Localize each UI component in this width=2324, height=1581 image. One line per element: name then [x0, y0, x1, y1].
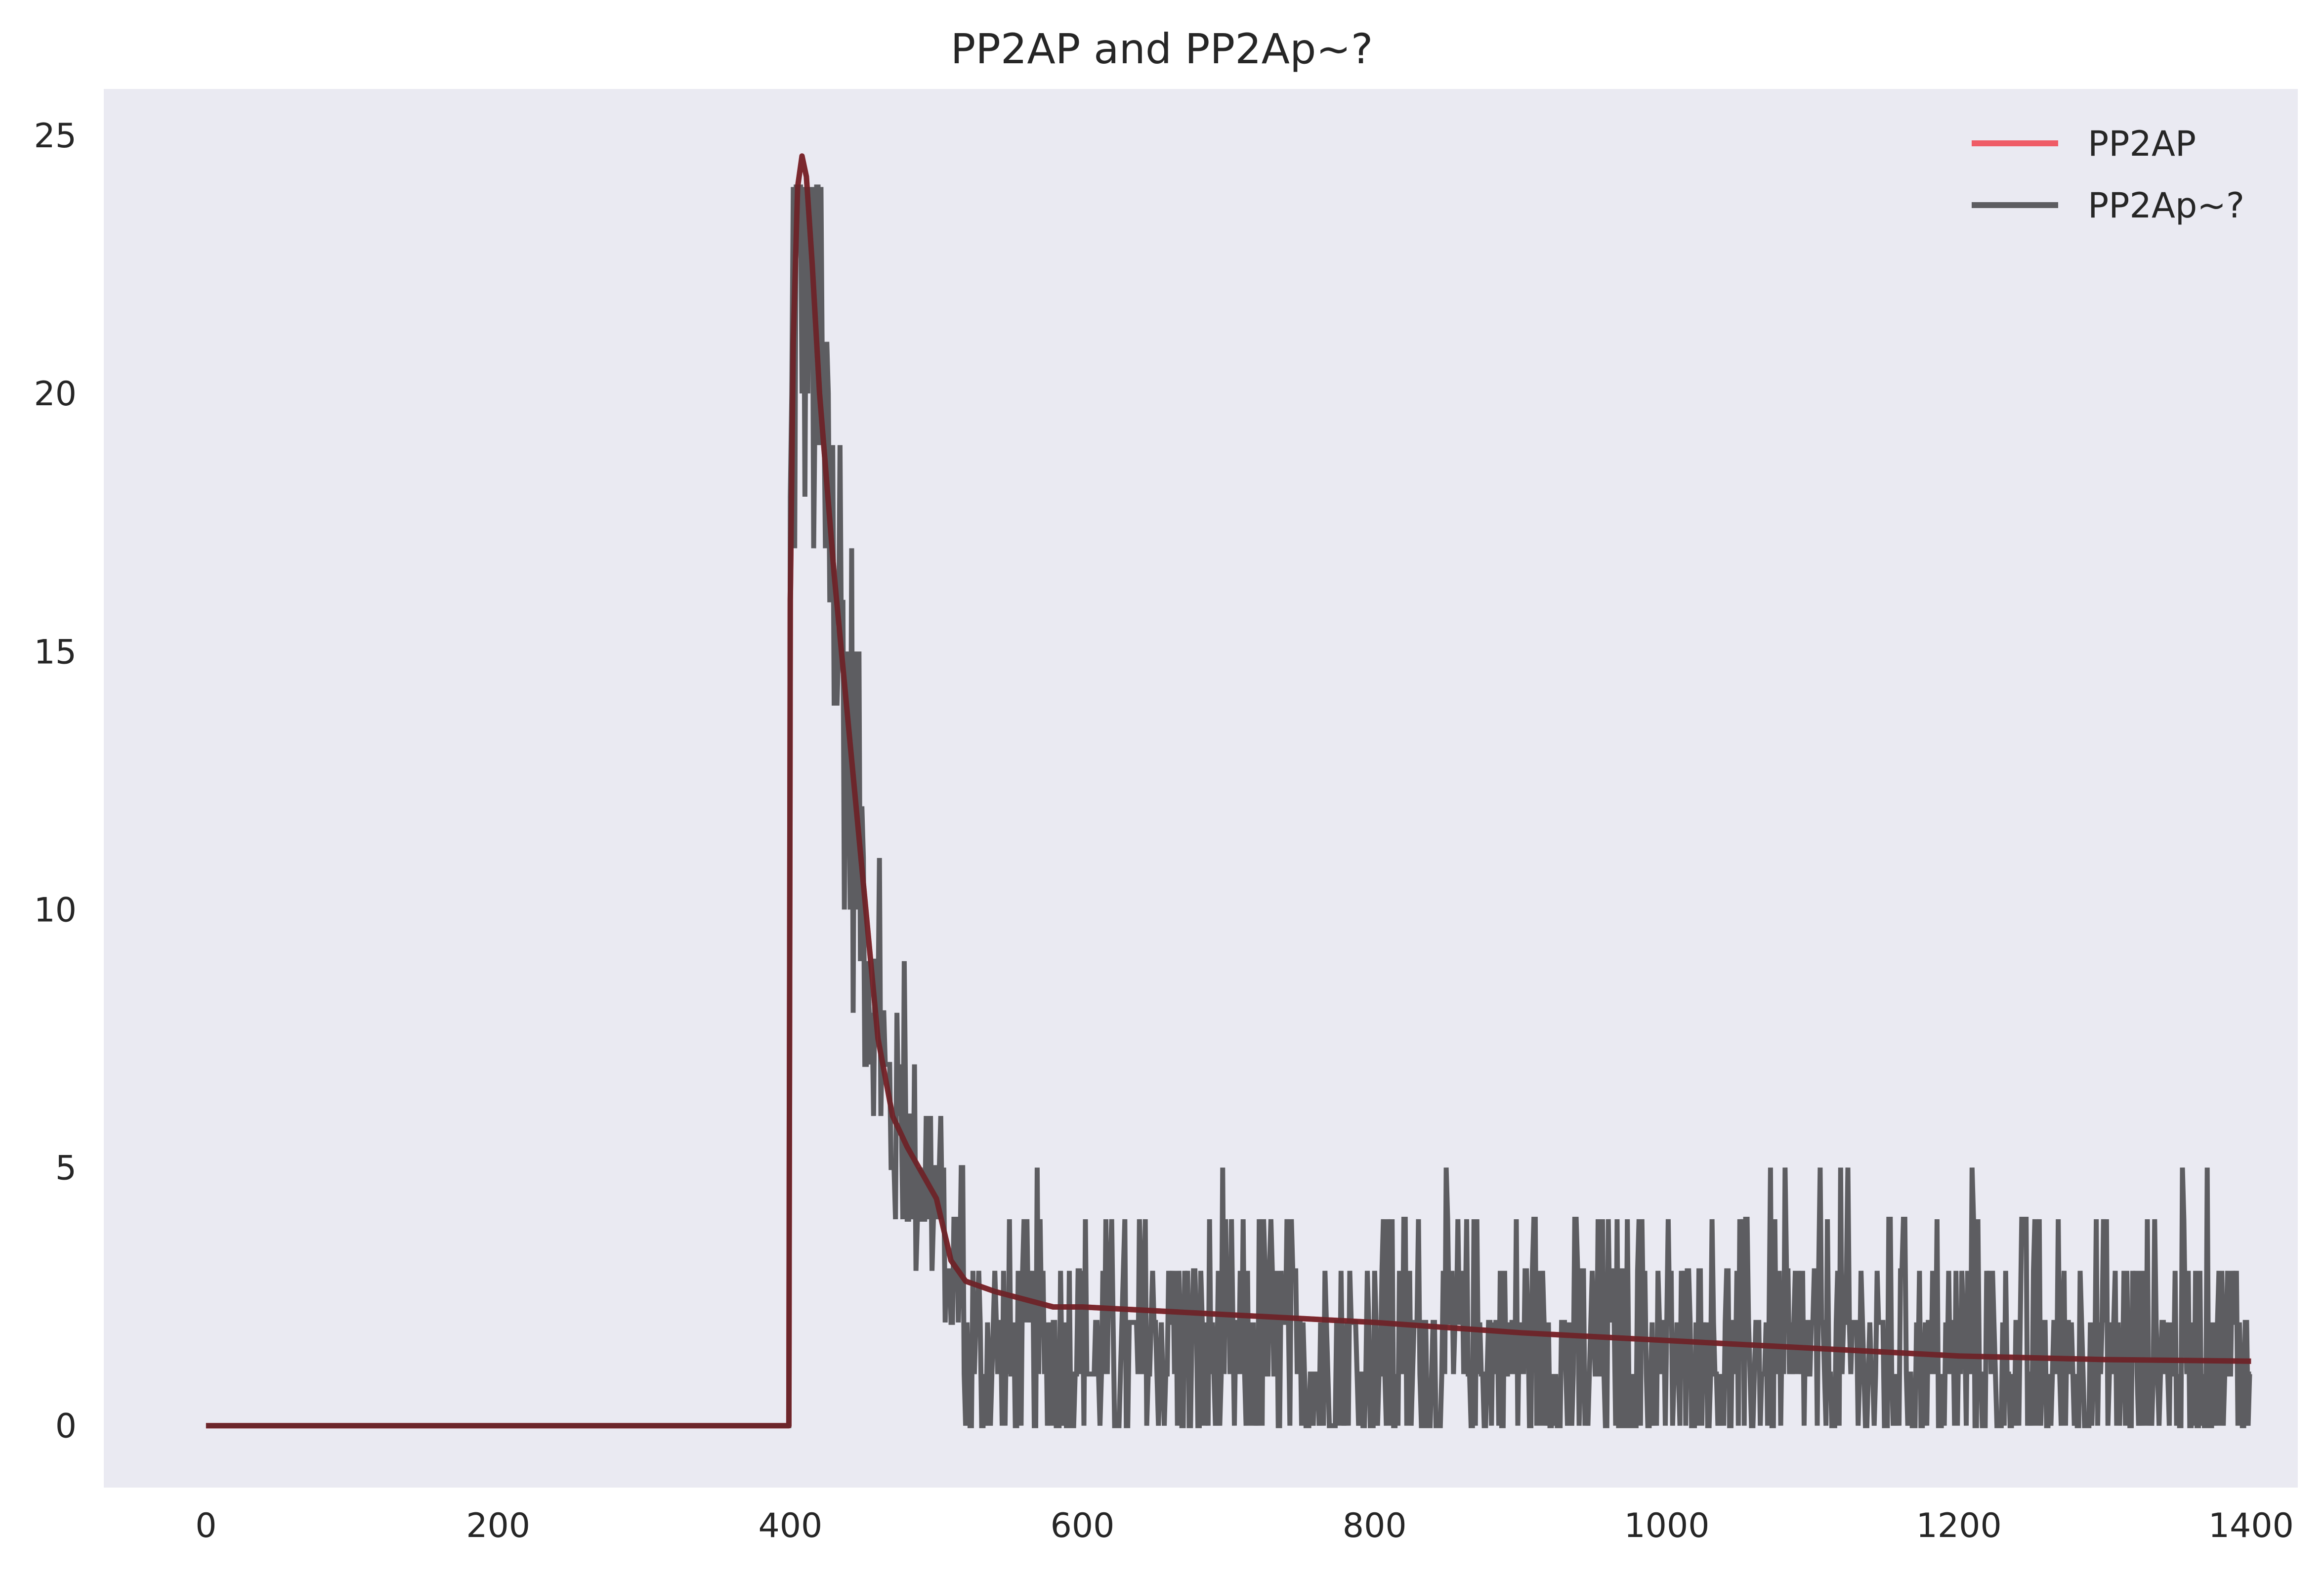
- legend-label: PP2Ap~?: [2088, 185, 2244, 226]
- legend: PP2AP PP2Ap~?: [1972, 124, 2244, 226]
- y-tick-label: 20: [34, 375, 77, 414]
- series-pp2ap-tilde-line: [206, 184, 2252, 1428]
- y-tick-label: 0: [55, 1407, 77, 1446]
- y-tick-label: 15: [34, 633, 77, 672]
- x-tick-label: 800: [1343, 1506, 1407, 1545]
- y-axis-ticks: 0 5 10 15 20 25: [34, 117, 77, 1446]
- y-tick-label: 5: [55, 1149, 77, 1188]
- x-tick-label: 1400: [2208, 1506, 2294, 1545]
- x-tick-label: 400: [758, 1506, 822, 1545]
- y-tick-label: 10: [34, 891, 77, 930]
- series-layer: [206, 153, 2252, 1429]
- x-tick-label: 1200: [1916, 1506, 2002, 1545]
- x-tick-label: 0: [195, 1506, 216, 1545]
- series-overlap-line: [206, 153, 2251, 1429]
- legend-label: PP2AP: [2088, 124, 2196, 164]
- chart-title: PP2AP and PP2Ap~?: [951, 25, 1373, 73]
- plot-area: [104, 89, 2298, 1488]
- y-tick-label: 25: [34, 117, 77, 156]
- x-tick-label: 200: [466, 1506, 530, 1545]
- x-axis-ticks: 0 200 400 600 800 1000 1200 1400: [195, 1506, 2294, 1545]
- x-tick-label: 600: [1051, 1506, 1115, 1545]
- x-tick-label: 1000: [1624, 1506, 1709, 1545]
